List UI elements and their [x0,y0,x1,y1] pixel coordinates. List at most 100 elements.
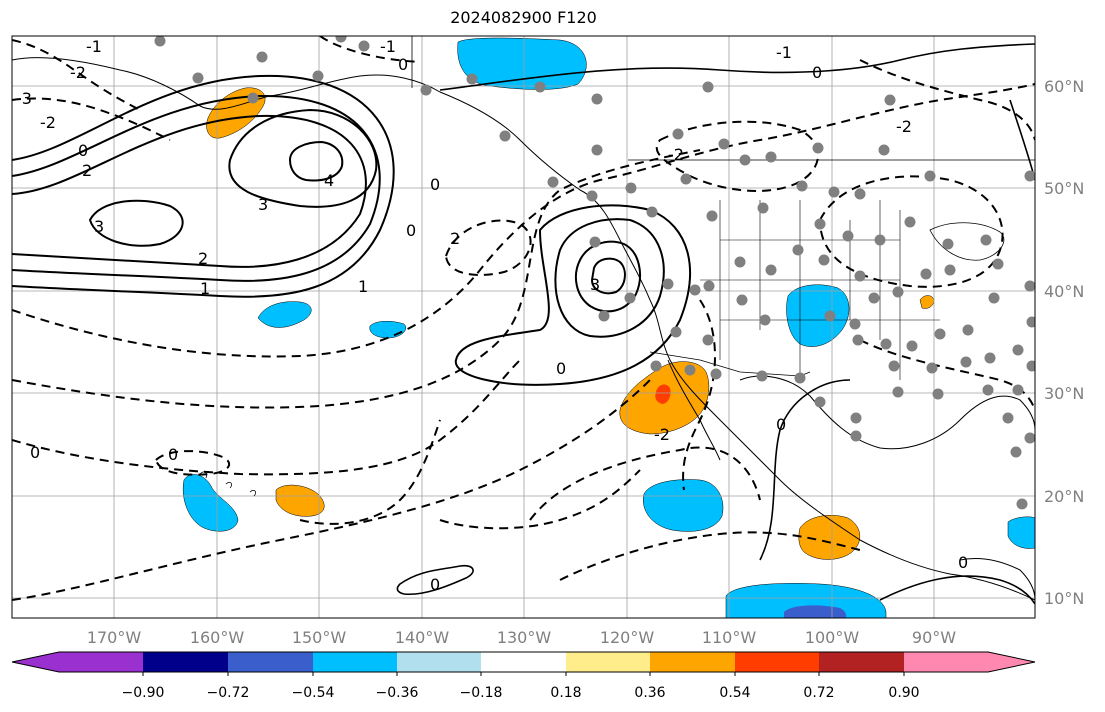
station-dot [892,286,904,298]
contour-label: 3 [590,275,600,294]
station-dot [854,270,866,282]
shade-orange-pacific [275,484,325,517]
station-dot [828,186,840,198]
contour-low-2 [574,240,641,313]
map-title: 2024082900 F120 [450,8,597,27]
contour-neg-4 [12,379,651,601]
alaska-coast [12,57,621,241]
contour-label: -1 [776,43,792,62]
contour-neg-18 [319,36,421,63]
contour-label: 0 [398,55,408,74]
contour-neg-13 [12,39,141,111]
station-dot [904,216,916,228]
contour-label: 4 [324,171,334,190]
station-dot [926,362,938,374]
colorbar-tick-label: −0.54 [292,685,335,701]
station-dot [1026,316,1035,328]
station-dot [547,176,559,188]
station-dot [892,386,904,398]
contours-dashed [12,36,1035,601]
colorbar-segment [397,652,481,672]
station-dot [814,218,826,230]
contour-label: -3 [16,89,32,108]
station-dot [824,310,836,322]
lat-label: 50°N [1044,179,1084,198]
station-dot [849,318,861,330]
station-dot [1026,360,1035,372]
station-dot [818,254,830,266]
contour-label: 0 [406,221,416,240]
contour-solid-alaska [439,43,1035,91]
station-dot [854,188,866,200]
contour-label: -1 [86,37,102,56]
contour-neg-9 [559,531,861,581]
station-dot [884,94,896,106]
station-dot [247,92,259,104]
lon-label: 130°W [497,628,552,647]
colorbar-tick-label: −0.18 [460,685,503,701]
station-dot [852,334,864,346]
lon-label: 120°W [600,628,655,647]
bc-coast [619,239,1035,601]
lon-label: 160°W [190,628,245,647]
contour-label: 0 [430,575,440,594]
colorbar-extend-max [988,652,1035,672]
station-dot [960,356,972,368]
colorbar-tick-label: 0.90 [888,685,919,701]
colorbar-outline [11,651,1036,673]
station-markers [154,36,1035,510]
station-dot [1012,344,1024,356]
station-dot [662,278,674,290]
contour-label: 0 [430,175,440,194]
station-dot [792,244,804,256]
station-dot [702,334,714,346]
gulf-coast [739,375,1035,450]
contour-pos-4 [228,108,378,208]
contour-label: 3 [94,217,104,236]
colorbar-tick-label: 0.72 [803,685,834,701]
colorbar-segment [819,652,904,672]
colorbar-segment [143,652,228,672]
station-dot [982,384,994,396]
station-dot [598,310,610,322]
contour-neg-3 [12,359,521,476]
colorbar [11,651,1036,676]
lon-label: 140°W [395,628,450,647]
station-dot [680,173,692,185]
station-dot [842,230,854,242]
contour-label: 0 [556,359,566,378]
station-dot [794,372,806,384]
caribbean-coast [959,557,1035,601]
station-dot [589,236,601,248]
station-dot [880,338,892,350]
contour-label: 0 [30,443,40,462]
lon-label: 90°W [912,628,956,647]
contour-neg-1 [12,83,1035,358]
station-dot [942,238,954,250]
station-dot [814,396,826,408]
station-dot [1002,412,1014,424]
lat-label: 60°N [1044,77,1084,96]
colorbar-segment [313,652,397,672]
station-dot [1010,446,1022,458]
colorbar-tick-label: 0.18 [550,685,581,701]
station-dot [984,352,996,364]
station-dot [906,340,918,352]
shade-orange-midwest [919,295,935,309]
station-dot [988,292,1000,304]
shade-blue-alaska [457,37,587,90]
station-dot [850,412,862,424]
station-dot [934,328,946,340]
contour-pos-5 [288,140,344,182]
contour-neg-6 [154,450,231,476]
longitude-labels: 170°W 160°W 150°W 140°W 130°W 120°W 110°… [87,628,956,647]
contour-label: 0 [958,553,968,572]
station-dot [591,93,603,105]
station-dot [358,40,370,52]
station-dot [796,180,808,192]
station-dot [868,292,880,304]
station-dot [192,72,204,84]
colorbar-segment [650,652,735,672]
contour-solid-east [1009,99,1035,181]
contour-label: -2 [40,113,56,132]
